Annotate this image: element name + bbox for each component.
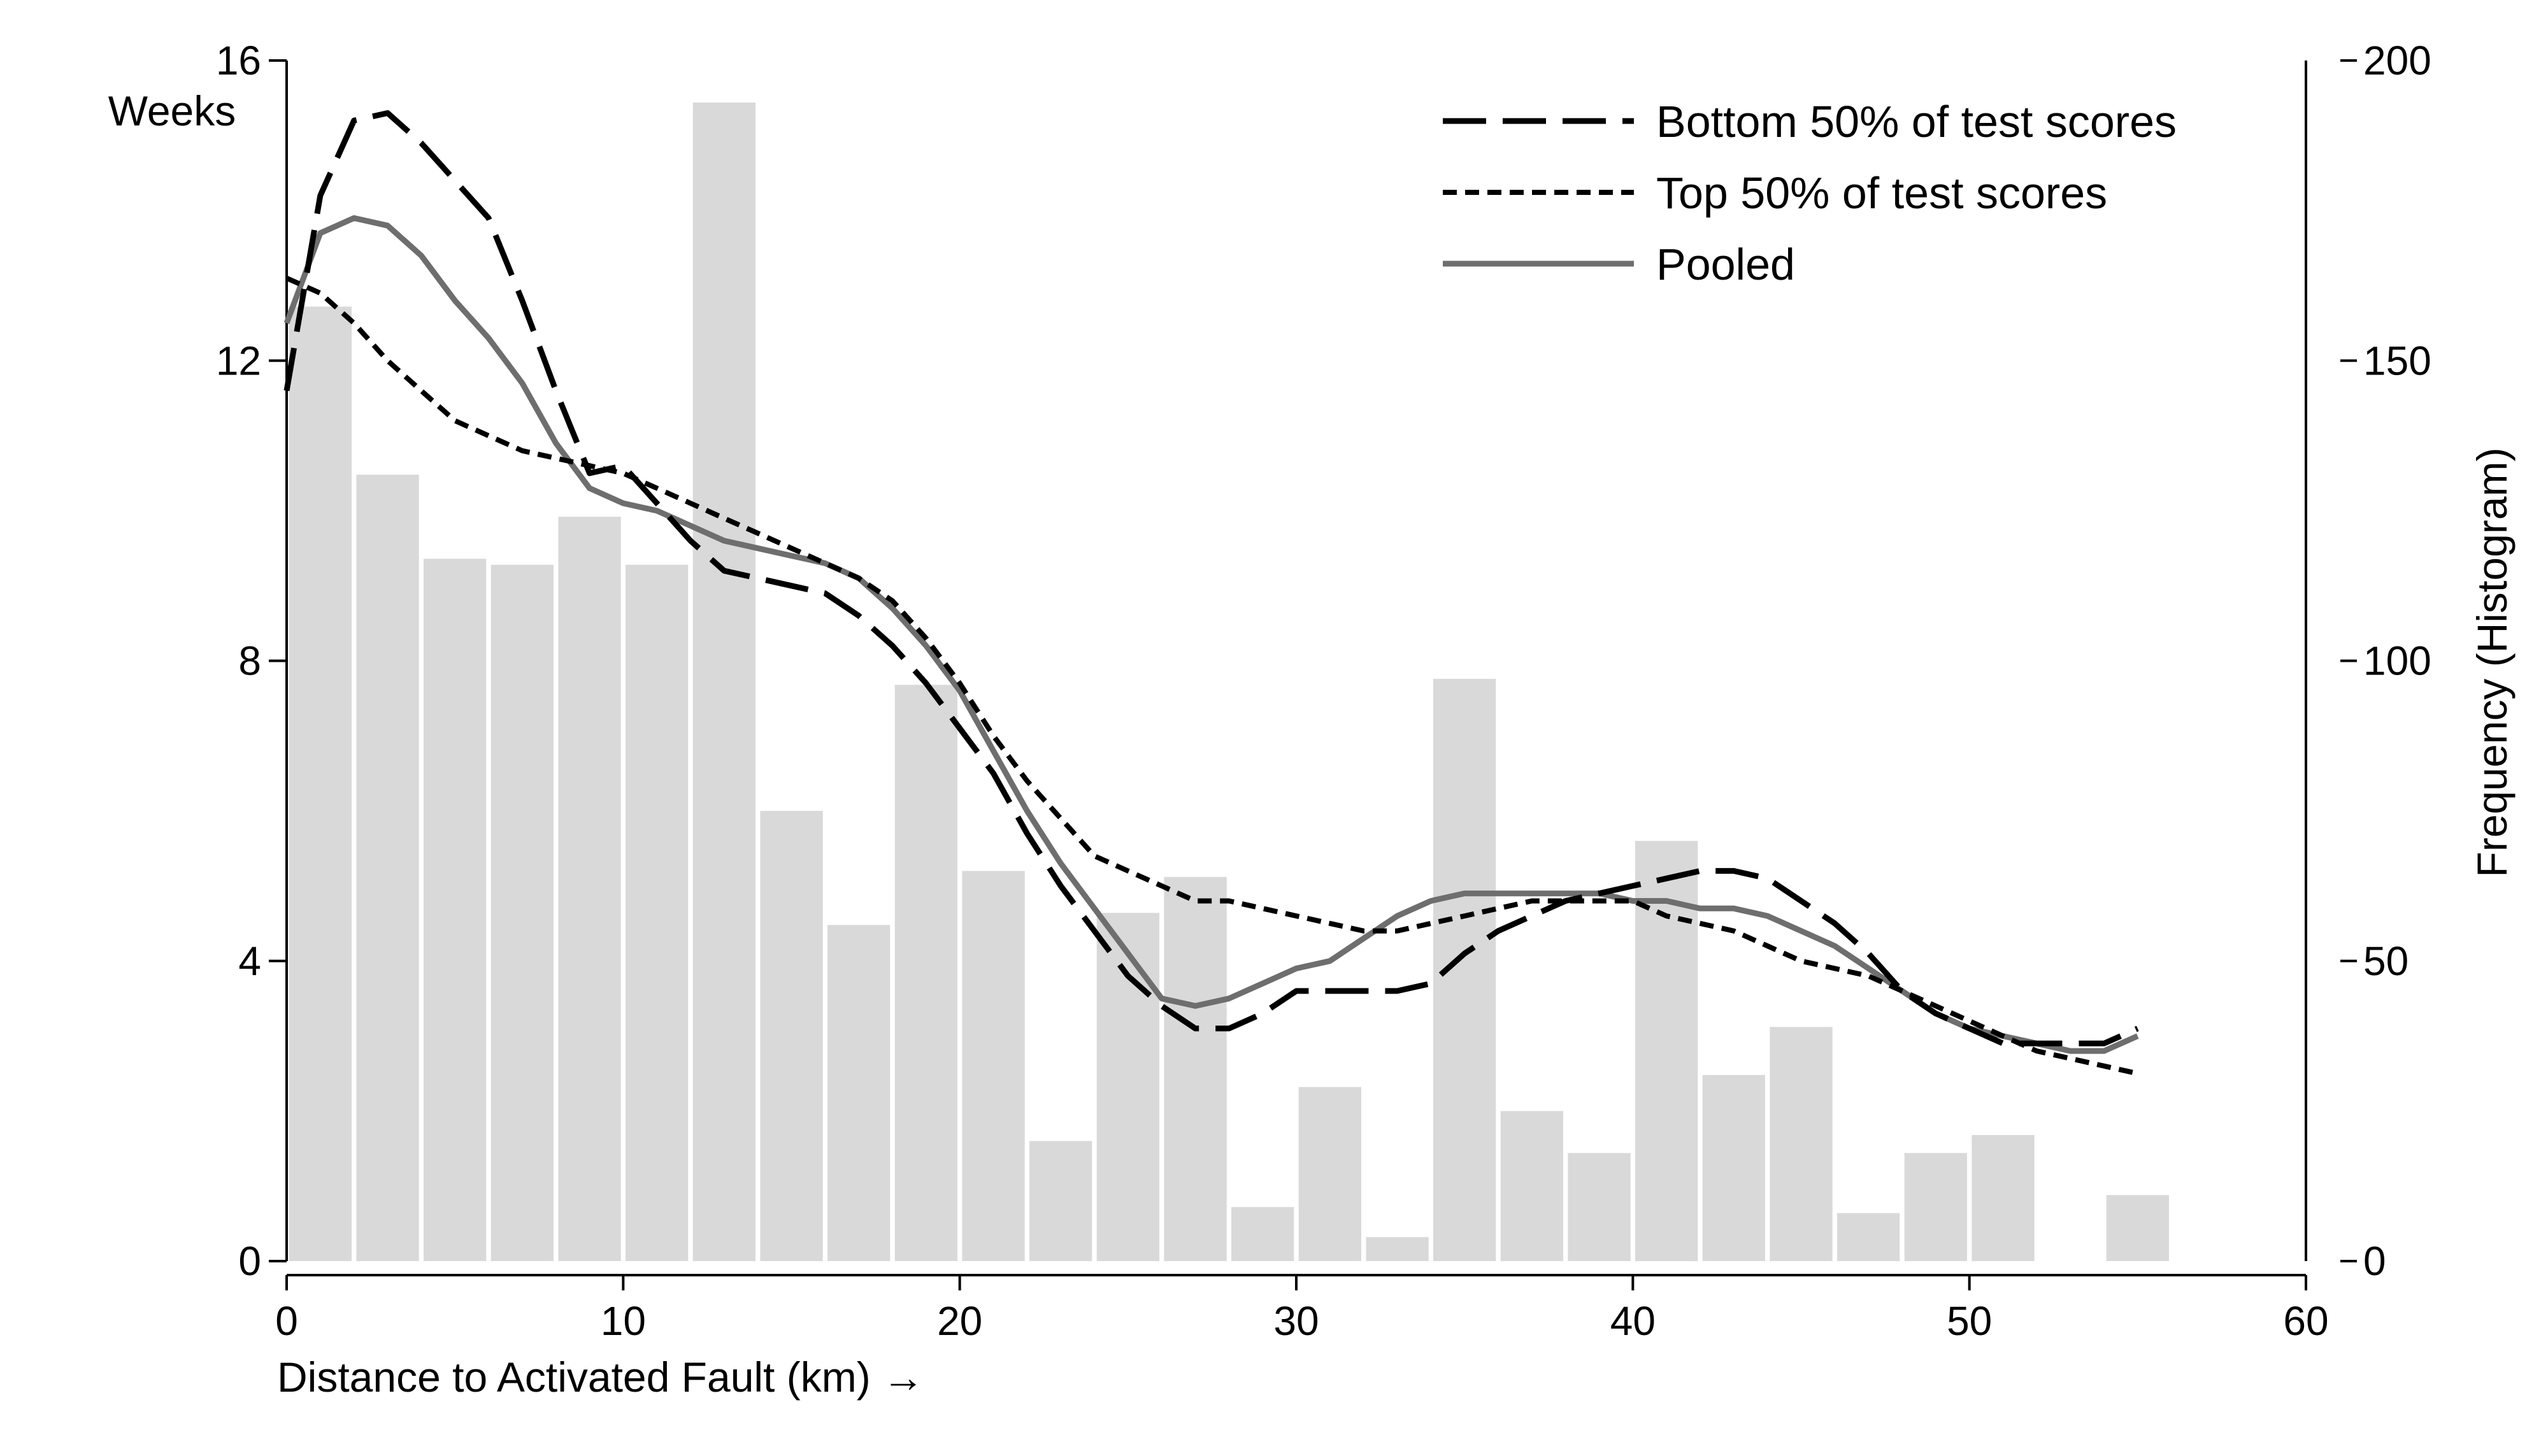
- histogram-bar: [424, 559, 487, 1261]
- series-line-2: [283, 215, 2139, 1054]
- x-tick-label: 40: [1610, 1298, 1656, 1344]
- histogram-bar: [760, 811, 823, 1261]
- x-tick-label: 50: [1947, 1298, 1992, 1344]
- histogram-bar: [1837, 1213, 1900, 1261]
- histogram-bar: [1635, 841, 1698, 1262]
- histogram-bar: [1164, 876, 1227, 1261]
- histogram-bar: [1096, 913, 1159, 1261]
- x-tick-label: 60: [2283, 1298, 2328, 1344]
- axes: 0 10 20 30 40 50 60 0 4 8 12 16 0 50 100 150 200: [216, 38, 2431, 1344]
- y-left-tick-label: 12: [216, 338, 261, 383]
- histogram-bar: [558, 517, 621, 1261]
- x-tick-label: 30: [1273, 1298, 1319, 1344]
- y-left-tick-label: 0: [238, 1238, 261, 1284]
- y-right-tick-label: 200: [2363, 38, 2431, 83]
- legend-label-0: Bottom 50% of test scores: [1656, 97, 2177, 146]
- y-right-tick-label: 0: [2363, 1238, 2386, 1284]
- histogram-bar: [626, 564, 689, 1262]
- histogram-bar: [1500, 1111, 1563, 1261]
- histogram-bar: [894, 685, 957, 1261]
- y-right-tick-label: 150: [2363, 338, 2431, 383]
- y-right-tick-label: 100: [2363, 638, 2431, 684]
- x-axis-label: Distance to Activated Fault (km) →: [277, 1353, 924, 1401]
- series-line-0: [283, 110, 2139, 1046]
- y-right-tick-label: 50: [2363, 938, 2408, 984]
- histogram-bar: [962, 871, 1025, 1261]
- histogram-bar: [1029, 1141, 1092, 1261]
- x-tick-label: 10: [601, 1298, 646, 1344]
- y-left-tick-label: 16: [216, 38, 261, 83]
- legend: Bottom 50% of test scores Top 50% of test…: [1443, 97, 2177, 289]
- histogram-bar: [356, 475, 419, 1261]
- histogram-bar: [827, 925, 891, 1261]
- legend-label-1: Top 50% of test scores: [1656, 168, 2107, 218]
- series-line-1: [285, 276, 2138, 1076]
- histogram-bar: [1972, 1135, 2035, 1261]
- histogram-bar: [1231, 1207, 1294, 1261]
- x-tick-label: 20: [937, 1298, 982, 1344]
- histogram-bar: [692, 103, 755, 1261]
- legend-label-2: Pooled: [1656, 239, 1795, 289]
- histogram-bar: [1770, 1027, 1833, 1261]
- histogram-bar: [490, 564, 554, 1262]
- histogram-bar: [1702, 1074, 1765, 1261]
- histogram-bars: [289, 103, 2169, 1262]
- x-tick-label: 0: [275, 1298, 298, 1344]
- histogram-bar: [1366, 1237, 1429, 1261]
- histogram-bar: [1298, 1087, 1361, 1261]
- histogram-bar: [1568, 1153, 1631, 1261]
- histogram-bar: [289, 306, 352, 1261]
- histogram-bar: [2106, 1195, 2169, 1261]
- y-left-tick-label: 4: [238, 938, 261, 984]
- series-lines: [283, 110, 2139, 1076]
- y-left-label: Weeks: [108, 87, 236, 134]
- y-left-tick-label: 8: [238, 638, 261, 684]
- y-right-label: Frequency (Histogram): [2468, 448, 2516, 878]
- histogram-bar: [1904, 1153, 1967, 1261]
